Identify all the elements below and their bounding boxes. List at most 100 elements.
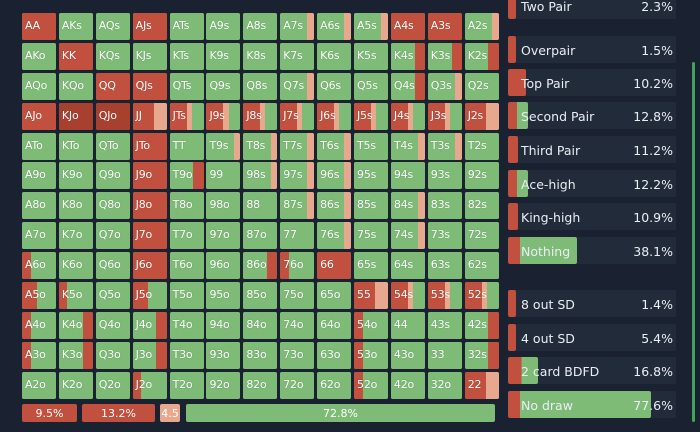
hand-cell[interactable]: Q5o xyxy=(95,282,130,310)
hand-cell[interactable]: 93o xyxy=(206,341,241,369)
hand-cell[interactable]: KTo xyxy=(58,132,93,160)
hand-cell[interactable]: Q8o xyxy=(95,192,130,220)
hand-cell[interactable]: J9s xyxy=(206,102,241,130)
hand-cell[interactable]: T2s xyxy=(464,132,499,160)
hand-cell[interactable]: 86s xyxy=(317,192,352,220)
stat-row-nothing[interactable]: Nothing 38.1% xyxy=(508,237,676,264)
hand-cell[interactable]: JTs xyxy=(169,102,204,130)
hand-cell[interactable]: KK xyxy=(58,42,93,70)
stat-row-2-card-bdfd[interactable]: 2 card BDFD 16.8% xyxy=(508,357,676,384)
hand-cell[interactable]: TT xyxy=(169,132,204,160)
stat-row-8-out-sd[interactable]: 8 out SD 1.4% xyxy=(508,290,676,317)
hand-cell[interactable]: K9s xyxy=(206,42,241,70)
hand-cell[interactable]: 93s xyxy=(427,162,462,190)
hand-cell[interactable]: 83o xyxy=(243,341,278,369)
hand-cell[interactable]: 72o xyxy=(280,371,315,399)
hand-cell[interactable]: J2o xyxy=(132,371,167,399)
hand-cell[interactable]: Q2o xyxy=(95,371,130,399)
hand-cell[interactable]: K3s xyxy=(427,42,462,70)
hand-cell[interactable]: T9o xyxy=(169,162,204,190)
stat-row-second-pair[interactable]: Second Pair 12.8% xyxy=(508,102,676,129)
stat-row-king-high[interactable]: King-high 10.9% xyxy=(508,203,676,230)
hand-cell[interactable]: T8o xyxy=(169,192,204,220)
hand-cell[interactable]: J7o xyxy=(132,222,167,250)
stat-row-ace-high[interactable]: Ace-high 12.2% xyxy=(508,170,676,197)
hand-cell[interactable]: Q8s xyxy=(243,72,278,100)
hand-cell[interactable]: T4s xyxy=(390,132,425,160)
hand-cell[interactable]: KQo xyxy=(58,72,93,100)
stat-row-two-pair[interactable]: Two Pair 2.3% xyxy=(508,0,676,19)
hand-cell[interactable]: AQs xyxy=(95,13,130,40)
hand-cell[interactable]: J8s xyxy=(243,102,278,130)
hand-cell[interactable]: Q7s xyxy=(280,72,315,100)
hand-cell[interactable]: Q4s xyxy=(390,72,425,100)
hand-cell[interactable]: 53s xyxy=(427,282,462,310)
hand-cell[interactable]: A7o xyxy=(22,222,56,250)
hand-cell[interactable]: 63s xyxy=(427,252,462,280)
hand-cell[interactable]: T6o xyxy=(169,252,204,280)
hand-cell[interactable]: K4o xyxy=(58,311,93,339)
hand-cell[interactable]: 72s xyxy=(464,222,499,250)
hand-cell[interactable]: 66 xyxy=(317,252,352,280)
stat-row-no-draw[interactable]: No draw 77.6% xyxy=(508,391,676,418)
hand-cell[interactable]: 22 xyxy=(464,371,499,399)
hand-cell[interactable]: 76s xyxy=(317,222,352,250)
stat-row-top-pair[interactable]: Top Pair 10.2% xyxy=(508,69,676,96)
hand-cell[interactable]: J2s xyxy=(464,102,499,130)
hand-cell[interactable]: K5o xyxy=(58,282,93,310)
hand-cell[interactable]: Q3o xyxy=(95,341,130,369)
hand-cell[interactable]: J3o xyxy=(132,341,167,369)
hand-cell[interactable]: 74s xyxy=(390,222,425,250)
hand-cell[interactable]: ATo xyxy=(22,132,56,160)
hand-cell[interactable]: 42s xyxy=(464,311,499,339)
hand-cell[interactable]: QJo xyxy=(95,102,130,130)
hand-cell[interactable]: K5s xyxy=(354,42,389,70)
hand-cell[interactable]: T5o xyxy=(169,282,204,310)
hand-cell[interactable]: 99 xyxy=(206,162,241,190)
hand-cell[interactable]: T7o xyxy=(169,222,204,250)
hand-cell[interactable]: K7o xyxy=(58,222,93,250)
hand-cell[interactable]: 74o xyxy=(280,311,315,339)
hand-cell[interactable]: 87o xyxy=(243,222,278,250)
hand-cell[interactable]: 94o xyxy=(206,311,241,339)
stat-row-overpair[interactable]: Overpair 1.5% xyxy=(508,36,676,63)
hand-cell[interactable]: 88 xyxy=(243,192,278,220)
hand-cell[interactable]: 75s xyxy=(354,222,389,250)
hand-cell[interactable]: 96s xyxy=(317,162,352,190)
hand-cell[interactable]: AA xyxy=(22,13,56,40)
hand-cell[interactable]: Q2s xyxy=(464,72,499,100)
hand-cell[interactable]: JJ xyxy=(132,102,167,130)
hand-cell[interactable]: K3o xyxy=(58,341,93,369)
hand-cell[interactable]: A4o xyxy=(22,311,56,339)
hand-cell[interactable]: KQs xyxy=(95,42,130,70)
hand-cell[interactable]: A9s xyxy=(206,13,241,40)
hand-cell[interactable]: AKo xyxy=(22,42,56,70)
hand-cell[interactable]: 86o xyxy=(243,252,278,280)
hand-cell[interactable]: 54o xyxy=(354,311,389,339)
hand-cell[interactable]: KJo xyxy=(58,102,93,130)
hand-cell[interactable]: K8s xyxy=(243,42,278,70)
hand-cell[interactable]: J3s xyxy=(427,102,462,130)
hand-cell[interactable]: Q6s xyxy=(317,72,352,100)
hand-cell[interactable]: KTs xyxy=(169,42,204,70)
hand-cell[interactable]: T3o xyxy=(169,341,204,369)
hand-cell[interactable]: 64s xyxy=(390,252,425,280)
hand-cell[interactable]: K6o xyxy=(58,252,93,280)
hand-cell[interactable]: A2o xyxy=(22,371,56,399)
scrollbar-thumb[interactable] xyxy=(692,62,695,422)
hand-cell[interactable]: 43s xyxy=(427,311,462,339)
hand-cell[interactable]: 95o xyxy=(206,282,241,310)
hand-cell[interactable]: 98o xyxy=(206,192,241,220)
hand-cell[interactable]: J4s xyxy=(390,102,425,130)
hand-cell[interactable]: A2s xyxy=(464,13,499,40)
hand-cell[interactable]: Q5s xyxy=(354,72,389,100)
hand-cell[interactable]: 52s xyxy=(464,282,499,310)
hand-cell[interactable]: 92s xyxy=(464,162,499,190)
hand-cell[interactable]: 32s xyxy=(464,341,499,369)
hand-cell[interactable]: T9s xyxy=(206,132,241,160)
hand-cell[interactable]: 92o xyxy=(206,371,241,399)
hand-cell[interactable]: 95s xyxy=(354,162,389,190)
hand-cell[interactable]: JTo xyxy=(132,132,167,160)
hand-cell[interactable]: 85s xyxy=(354,192,389,220)
hand-cell[interactable]: A3o xyxy=(22,341,56,369)
